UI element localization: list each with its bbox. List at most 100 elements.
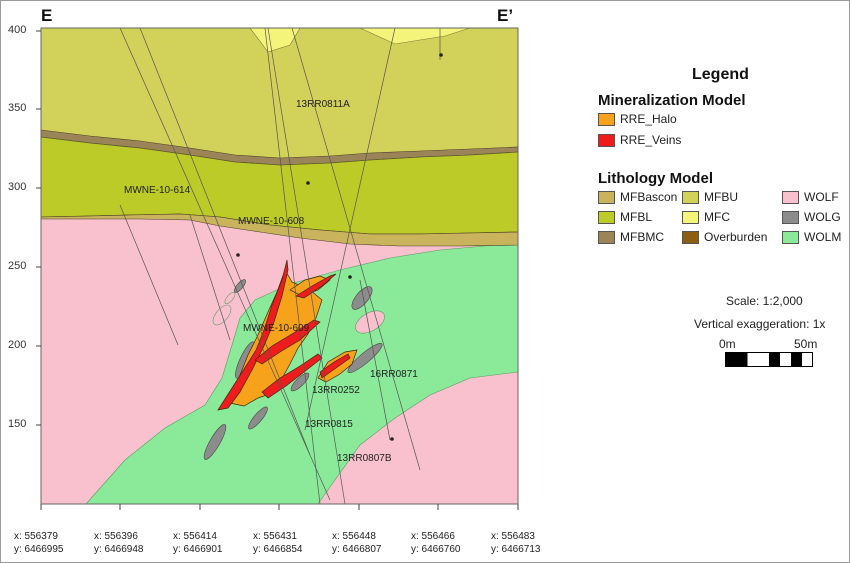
- x-coord-label: x: 556448 y: 6466807: [332, 530, 382, 556]
- legend-label: MFBL: [620, 210, 653, 224]
- swatch-mfbu: [682, 190, 699, 204]
- mineralization-body: [217, 259, 358, 411]
- x-coord-northing: y: 6466995: [14, 544, 64, 555]
- legend-item-mfbl: MFBL: [598, 210, 652, 224]
- section-label-right: E’: [497, 6, 514, 25]
- legend-item-overburden: Overburden: [682, 230, 767, 244]
- x-coord-northing: y: 6466807: [332, 544, 382, 555]
- legend-label: MFBascon: [620, 190, 678, 204]
- x-coord-easting: x: 556431: [253, 531, 297, 542]
- collar-dot: [390, 437, 394, 441]
- scale-bar-start-label: 0m: [719, 337, 736, 351]
- scale-bar-end-label: 50m: [794, 337, 818, 351]
- collar-dot: [439, 53, 443, 57]
- scale-text: Scale: 1:2,000: [726, 294, 803, 308]
- x-coord-northing: y: 6466854: [253, 544, 303, 555]
- x-coord-easting: x: 556448: [332, 531, 376, 542]
- drillhole-collars: [236, 53, 443, 441]
- drillhole-label: MWNE-10-609: [243, 323, 310, 334]
- mineralization-title: Mineralization Model: [598, 92, 746, 109]
- y-tick-label: 200: [8, 339, 27, 351]
- legend-label: RRE_Halo: [620, 112, 677, 126]
- section-label-left: E: [41, 6, 53, 25]
- drillhole-trace: [291, 27, 421, 471]
- legend-item-mfbmc: MFBMC: [598, 230, 664, 244]
- legend-label: RRE_Veins: [620, 133, 682, 147]
- legend-item-rre-halo: RRE_Halo: [598, 112, 677, 126]
- wolg-lens: [234, 279, 246, 293]
- drillhole-trace: [189, 214, 231, 341]
- drillhole-trace: [139, 27, 311, 456]
- drillhole-trace: [119, 204, 179, 346]
- legend-item-wolm: WOLM: [782, 230, 841, 244]
- collar-dot: [348, 275, 352, 279]
- wolg-lens: [351, 286, 373, 310]
- legend-label: MFBMC: [620, 230, 664, 244]
- drillhole-label: 13RR0815: [305, 419, 353, 430]
- drillhole-trace: [304, 27, 396, 431]
- vertical-exaggeration: Vertical exaggeration: 1x: [694, 317, 826, 331]
- legend-label: MFBU: [704, 190, 738, 204]
- swatch-overburden: [682, 230, 699, 244]
- y-tick-label: 350: [8, 102, 27, 114]
- legend-label: Overburden: [704, 230, 768, 244]
- y-tick-label: 150: [8, 418, 27, 430]
- drillhole-label: 16RR0871: [370, 369, 418, 380]
- scale-bar: [725, 352, 813, 367]
- y-tick-label: 400: [8, 24, 27, 36]
- x-coord-northing: y: 6466901: [173, 544, 223, 555]
- swatch-mfbascon: [598, 190, 615, 204]
- x-coord-label: x: 556414 y: 6466901: [173, 530, 223, 556]
- legend-item-wolg: WOLG: [782, 210, 841, 224]
- drillhole-trace: [267, 27, 346, 505]
- rre-veins-5: [319, 353, 351, 379]
- wolg-lens: [248, 406, 268, 430]
- swatch-rre-halo: [598, 112, 615, 126]
- legend-label: MFC: [704, 210, 730, 224]
- x-coord-easting: x: 556379: [14, 531, 58, 542]
- legend-label: WOLF: [804, 190, 839, 204]
- swatch-wolm: [782, 230, 799, 244]
- x-coord-easting: x: 556483: [491, 531, 535, 542]
- wolg-lens: [203, 424, 227, 460]
- x-coord-label: x: 556483 y: 6466713: [491, 530, 541, 556]
- y-ticks: [36, 30, 41, 426]
- wolf-lens: [224, 292, 236, 304]
- swatch-mfc: [682, 210, 699, 224]
- swatch-wolf: [782, 190, 799, 204]
- collar-dot: [306, 181, 310, 185]
- drillhole-traces: [119, 27, 441, 505]
- x-coord-label: x: 556396 y: 6466948: [94, 530, 144, 556]
- drillhole-label: 13RR0252: [312, 385, 360, 396]
- x-coord-easting: x: 556466: [411, 531, 455, 542]
- drillhole-label: 13RR0807B: [337, 453, 392, 464]
- swatch-mfbl: [598, 210, 615, 224]
- x-coord-northing: y: 6466948: [94, 544, 144, 555]
- legend-item-rre-veins: RRE_Veins: [598, 133, 681, 147]
- legend-label: WOLG: [804, 210, 841, 224]
- legend-item-mfbascon: MFBascon: [598, 190, 677, 204]
- drillhole-trace: [119, 27, 331, 501]
- legend-item-wolf: WOLF: [782, 190, 839, 204]
- swatch-wolg: [782, 210, 799, 224]
- rre-veins-4: [295, 273, 337, 299]
- drillhole-label: MWNE-10-608: [238, 216, 305, 227]
- wolf-lens: [355, 310, 385, 334]
- drillhole-trace: [264, 27, 321, 505]
- x-coord-label: x: 556431 y: 6466854: [253, 530, 303, 556]
- wolg-lens: [290, 372, 310, 392]
- x-coord-label: x: 556466 y: 6466760: [411, 530, 461, 556]
- legend-item-mfc: MFC: [682, 210, 730, 224]
- swatch-mfbmc: [598, 230, 615, 244]
- legend-label: WOLM: [804, 230, 842, 244]
- rre-veins-3: [261, 353, 323, 399]
- swatch-rre-veins: [598, 133, 615, 147]
- wolf-lenses: [212, 292, 385, 334]
- x-coord-northing: y: 6466713: [491, 544, 541, 555]
- collar-dot: [236, 253, 240, 257]
- drillhole-label: MWNE-10-614: [124, 185, 191, 196]
- x-coord-northing: y: 6466760: [411, 544, 461, 555]
- drillhole-trace: [359, 279, 391, 441]
- x-coord-easting: x: 556396: [94, 531, 138, 542]
